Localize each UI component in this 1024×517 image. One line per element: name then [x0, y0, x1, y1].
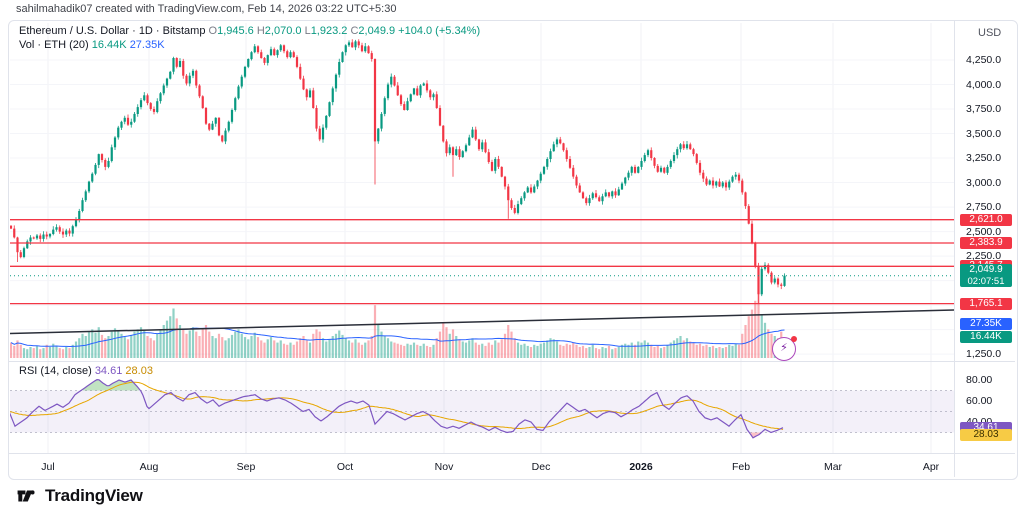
time-axis[interactable]: Jul Aug Sep Oct Nov Dec 2026 Feb Mar Apr [9, 454, 954, 479]
tradingview-logo-icon [17, 490, 35, 502]
price-axis[interactable]: USD 4,250.0 4,000.0 3,750.0 3,500.0 3,250.0 3… [954, 21, 1016, 479]
time-axis-label: Jul [41, 461, 55, 473]
close-value: 2,049.9 [358, 25, 396, 37]
time-axis-label: Dec [531, 461, 551, 473]
price-tick-label: 3,000.0 [966, 177, 1002, 189]
rsi-tick-label: 80.00 [966, 374, 993, 386]
rsi-value: 34.61 [94, 365, 123, 377]
price-tick-label: 2,500.0 [966, 226, 1002, 238]
attribution-text: sahilmahadik07 created with TradingView.… [16, 3, 397, 15]
tradingview-logo-text: TradingView [45, 486, 143, 505]
price-tick-label: 4,250.0 [966, 54, 1002, 66]
notification-dot [791, 336, 797, 342]
current-price-badge: 2,049.9 02:07:51 [960, 264, 1012, 287]
time-axis-label: Mar [823, 461, 843, 473]
rsi-value-badge: 28.03 [960, 429, 1012, 441]
time-axis-label: Apr [922, 461, 940, 473]
time-axis-label: Oct [336, 461, 354, 473]
price-tick-label: 3,750.0 [966, 103, 1002, 115]
rsi-ma-value: 28.03 [125, 365, 153, 377]
chart-canvas[interactable] [9, 21, 1015, 477]
high-label: H [256, 25, 265, 37]
volume-legend[interactable]: Vol · ETH (20) 16.44K 27.35K [19, 39, 165, 51]
price-level-badge: 27.35K [960, 318, 1012, 330]
price-tick-label: 2,250.0 [966, 250, 1002, 262]
low-label: L [304, 25, 311, 37]
rsi-tick-label: 60.00 [966, 395, 993, 407]
price-tick-label: 1,250.0 [966, 348, 1002, 360]
price-level-badge: 16.44K [960, 331, 1012, 343]
time-axis-label: Sep [236, 461, 256, 473]
time-axis-label: Feb [731, 461, 751, 473]
high-value: 2,070.0 [264, 25, 302, 37]
open-label: O [208, 25, 218, 37]
chart-card: Ethereum / U.S. Dollar · 1D · Bitstamp O… [8, 20, 1018, 480]
symbol-legend[interactable]: Ethereum / U.S. Dollar · 1D · Bitstamp O… [19, 25, 480, 37]
open-value: 1,945.6 [217, 25, 254, 37]
currency-label: USD [978, 27, 1002, 39]
rsi-legend[interactable]: RSI (14, close) 34.61 28.03 [19, 365, 153, 377]
instant-trade-icon[interactable]: ⚡ [772, 336, 797, 361]
rsi-label: RSI (14, close) [19, 365, 92, 377]
volume-ma: 27.35K [129, 39, 165, 51]
price-tick-label: 3,250.0 [966, 152, 1002, 164]
price-tick-label: 2,750.0 [966, 201, 1002, 213]
change-value: +104.0 (+5.34%) [398, 25, 481, 37]
low-value: 1,923.2 [310, 25, 348, 37]
symbol-title: Ethereum / U.S. Dollar · 1D · Bitstamp [19, 25, 206, 37]
volume-label: Vol · ETH (20) [19, 39, 89, 51]
price-tick-label: 4,000.0 [966, 79, 1002, 91]
time-axis-label: 2026 [629, 461, 653, 473]
price-level-badge: 2,621.0 [960, 214, 1012, 226]
time-axis-label: Nov [434, 461, 454, 473]
tradingview-logo: TradingView [16, 485, 143, 507]
time-axis-label: Aug [139, 461, 159, 473]
price-tick-label: 3,500.0 [966, 128, 1002, 140]
price-level-badge: 1,765.1 [960, 298, 1012, 310]
price-level-badge: 2,383.9 [960, 237, 1012, 249]
volume-current: 16.44K [91, 39, 127, 51]
close-label: C [350, 25, 359, 37]
